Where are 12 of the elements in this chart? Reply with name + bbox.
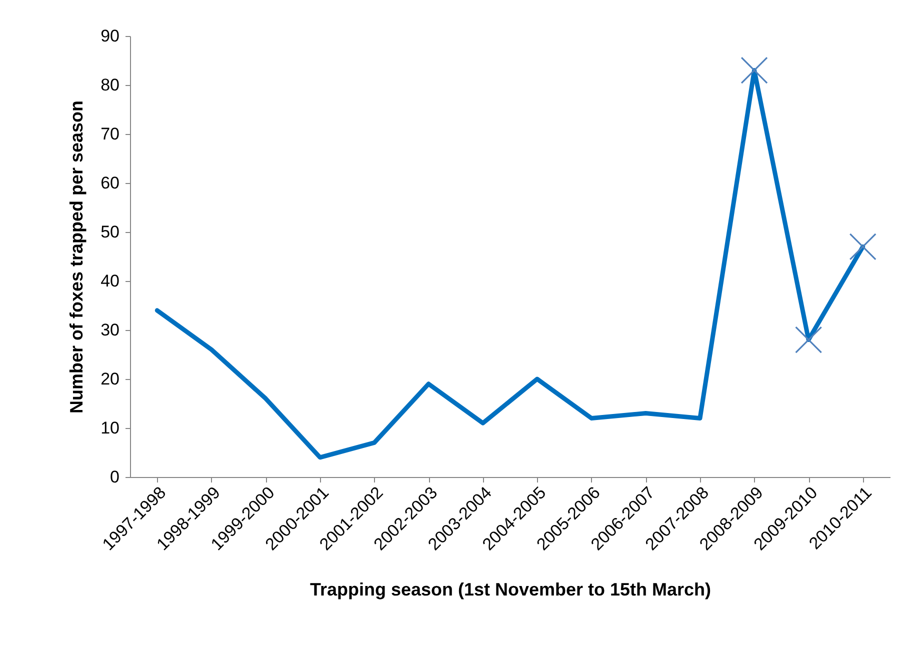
y-tick-label: 80 (100, 76, 120, 94)
y-tick-label: 60 (100, 174, 120, 192)
y-tick-label: 0 (110, 468, 120, 486)
y-tick-label: 70 (100, 124, 120, 144)
y-tick-label: 90 (100, 26, 120, 46)
y-tick-label: 20 (100, 370, 120, 388)
y-tick-label: 40 (100, 272, 120, 290)
y-tick-label: 50 (100, 222, 120, 242)
y-tick-label: 10 (100, 418, 120, 438)
y-tick-label: 30 (100, 320, 120, 340)
x-axis-title: Trapping season (1st November to 15th March) (310, 579, 712, 600)
y-axis-title: Number of foxes trapped per season (66, 100, 87, 414)
